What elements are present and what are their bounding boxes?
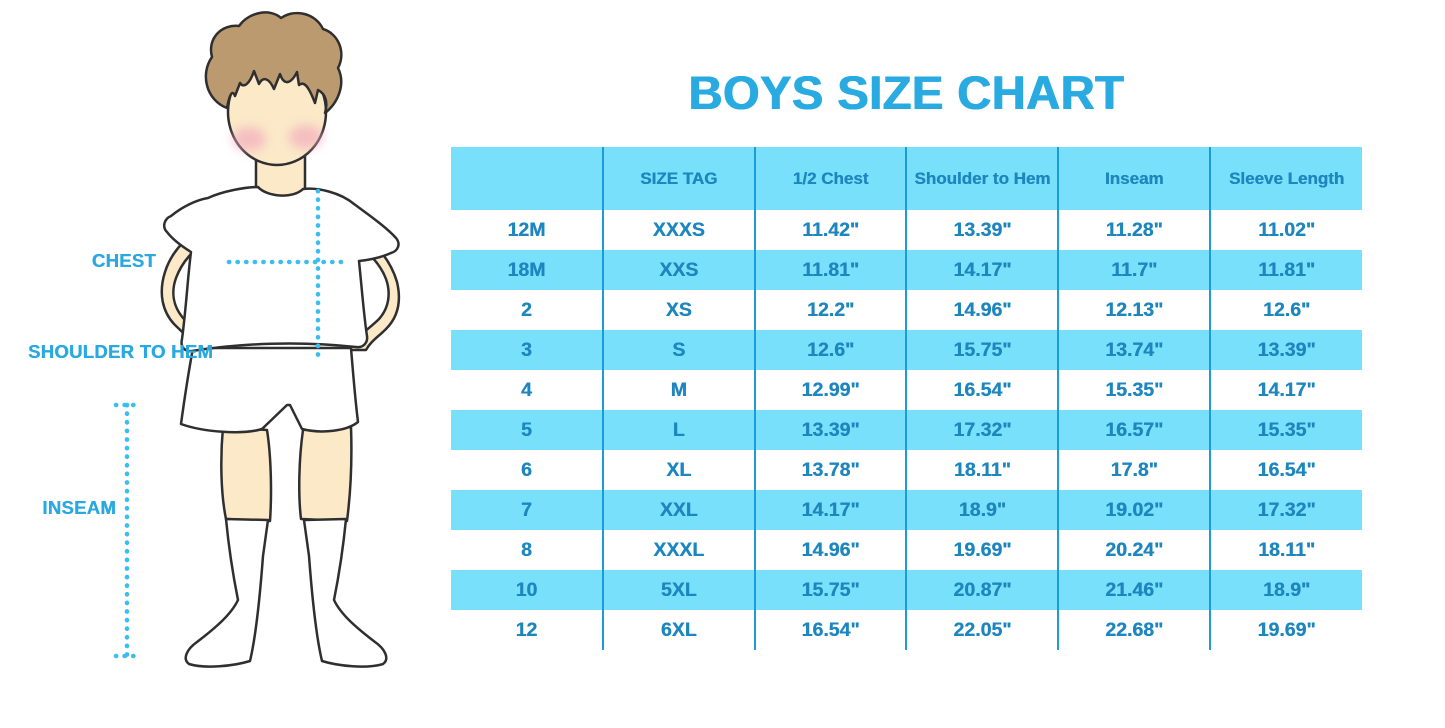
table-cell: 13.78" xyxy=(753,450,907,490)
table-cell: 12.6" xyxy=(1209,290,1362,330)
row-size-label: 18M xyxy=(451,250,603,290)
table-cell: 18.9" xyxy=(905,490,1059,530)
table-cell: 13.39" xyxy=(905,210,1059,250)
table-cell: M xyxy=(601,370,755,410)
socks xyxy=(184,517,388,668)
table-row: 4 M 12.99" 16.54" 15.35" 14.17" xyxy=(451,370,1362,410)
table-cell: L xyxy=(601,410,755,450)
page-title: BOYS SIZE CHART xyxy=(688,66,1125,120)
table-cell: 16.54" xyxy=(1209,450,1362,490)
table-cell: 19.02" xyxy=(1057,490,1211,530)
hair xyxy=(204,11,343,115)
table-row: 2 XS 12.2" 14.96" 12.13" 12.6" xyxy=(451,290,1362,330)
table-cell: 20.87" xyxy=(905,570,1059,610)
table-cell: XXXL xyxy=(601,530,755,570)
column-header: Shoulder to Hem xyxy=(905,147,1059,210)
table-cell: 22.68" xyxy=(1057,610,1211,650)
table-cell: 16.54" xyxy=(753,610,907,650)
column-header xyxy=(451,147,603,210)
row-size-label: 6 xyxy=(520,458,532,481)
table-cell: 16.57" xyxy=(1057,410,1211,450)
table-cell: 13.39" xyxy=(753,410,907,450)
table-cell: 14.96" xyxy=(905,290,1059,330)
table-cell: 12.99" xyxy=(753,370,907,410)
table-cell: 13.74" xyxy=(1057,330,1211,370)
size-chart-table: SIZE TAG 1/2 Chest Shoulder to Hem Inseam Sl… xyxy=(451,147,1362,650)
table-cell: 14.17" xyxy=(905,250,1059,290)
table-cell: 18.9" xyxy=(1209,570,1362,610)
measurement-lines xyxy=(113,188,347,659)
table-cell: 14.17" xyxy=(753,490,907,530)
table-cell: 12.2" xyxy=(753,290,907,330)
table-cell: 16.54" xyxy=(905,370,1059,410)
table-cell: 15.75" xyxy=(753,570,907,610)
table-row: 18M XXS 11.81" 14.17" 11.7" 11.81" xyxy=(451,250,1362,290)
chest-label: CHEST xyxy=(91,250,156,271)
table-cell: S xyxy=(601,330,755,370)
table-cell: 6XL xyxy=(601,610,755,650)
table-cell: 14.17" xyxy=(1209,370,1362,410)
table-cell: 15.35" xyxy=(1057,370,1211,410)
table-cell: 11.28" xyxy=(1057,210,1211,250)
table-cell: 18.11" xyxy=(905,450,1059,490)
row-size-label: 7 xyxy=(451,490,603,530)
measurement-figure: CHEST SHOULDER TO HEM INSEAM xyxy=(0,0,430,723)
row-size-label: 4 xyxy=(520,378,532,401)
table-cell: 13.39" xyxy=(1209,330,1362,370)
table-cell: 5XL xyxy=(601,570,755,610)
column-header: Sleeve Length xyxy=(1209,147,1362,210)
column-header: 1/2 Chest xyxy=(753,147,907,210)
table-cell: 11.81" xyxy=(1209,250,1362,290)
blush-cheeks xyxy=(232,125,323,151)
boy-illustration xyxy=(113,11,401,668)
header-row: SIZE TAG 1/2 Chest Shoulder to Hem Inseam Sl… xyxy=(451,147,1362,210)
table-cell: XXL xyxy=(601,490,755,530)
table-cell: 17.32" xyxy=(1209,490,1362,530)
table-row: 8 XXXL 14.96" 19.69" 20.24" 18.11" xyxy=(451,530,1362,570)
shoulder-to-hem-label: SHOULDER TO HEM xyxy=(28,341,214,362)
column-header: Inseam xyxy=(1057,147,1211,210)
shorts xyxy=(179,346,360,434)
table-cell: 21.46" xyxy=(1057,570,1211,610)
table-row: 12 6XL 16.54" 22.05" 22.68" 19.69" xyxy=(451,610,1362,650)
row-size-label: 10 xyxy=(451,570,603,610)
row-size-label: 12M xyxy=(507,218,546,241)
table-cell: 11.42" xyxy=(753,210,907,250)
table-cell: 11.02" xyxy=(1209,210,1362,250)
table-row: 10 5XL 15.75" 20.87" 21.46" 18.9" xyxy=(451,570,1362,610)
inseam-label: INSEAM xyxy=(42,497,116,518)
table-row: 12M XXXS 11.42" 13.39" 11.28" 11.02" xyxy=(451,210,1362,250)
table-cell: XXS xyxy=(601,250,755,290)
table-cell: 12.6" xyxy=(753,330,907,370)
row-size-label: 3 xyxy=(451,330,603,370)
table-cell: 11.7" xyxy=(1057,250,1211,290)
legs xyxy=(220,425,353,523)
table-cell: XL xyxy=(601,450,755,490)
table-cell: 20.24" xyxy=(1057,530,1211,570)
table-cell: 17.8" xyxy=(1057,450,1211,490)
table-cell: XXXS xyxy=(601,210,755,250)
row-size-label: 8 xyxy=(520,538,532,561)
t-shirt xyxy=(162,185,400,353)
row-size-label: 5 xyxy=(451,410,603,450)
table-cell: 12.13" xyxy=(1057,290,1211,330)
table-cell: 15.75" xyxy=(905,330,1059,370)
table-cell: 19.69" xyxy=(905,530,1059,570)
table-cell: 18.11" xyxy=(1209,530,1362,570)
table-row: 3 S 12.6" 15.75" 13.74" 13.39" xyxy=(451,330,1362,370)
row-size-label: 12 xyxy=(515,618,538,641)
table-row: 5 L 13.39" 17.32" 16.57" 15.35" xyxy=(451,410,1362,450)
table-row: 7 XXL 14.17" 18.9" 19.02" 17.32" xyxy=(451,490,1362,530)
column-header: SIZE TAG xyxy=(601,147,755,210)
table-cell: 22.05" xyxy=(905,610,1059,650)
table-cell: 17.32" xyxy=(905,410,1059,450)
table-cell: 11.81" xyxy=(753,250,907,290)
row-size-label: 2 xyxy=(520,298,532,321)
table-cell: 14.96" xyxy=(753,530,907,570)
table-cell: 15.35" xyxy=(1209,410,1362,450)
table-cell: XS xyxy=(601,290,755,330)
table-cell: 19.69" xyxy=(1209,610,1362,650)
table-row: 6 XL 13.78" 18.11" 17.8" 16.54" xyxy=(451,450,1362,490)
